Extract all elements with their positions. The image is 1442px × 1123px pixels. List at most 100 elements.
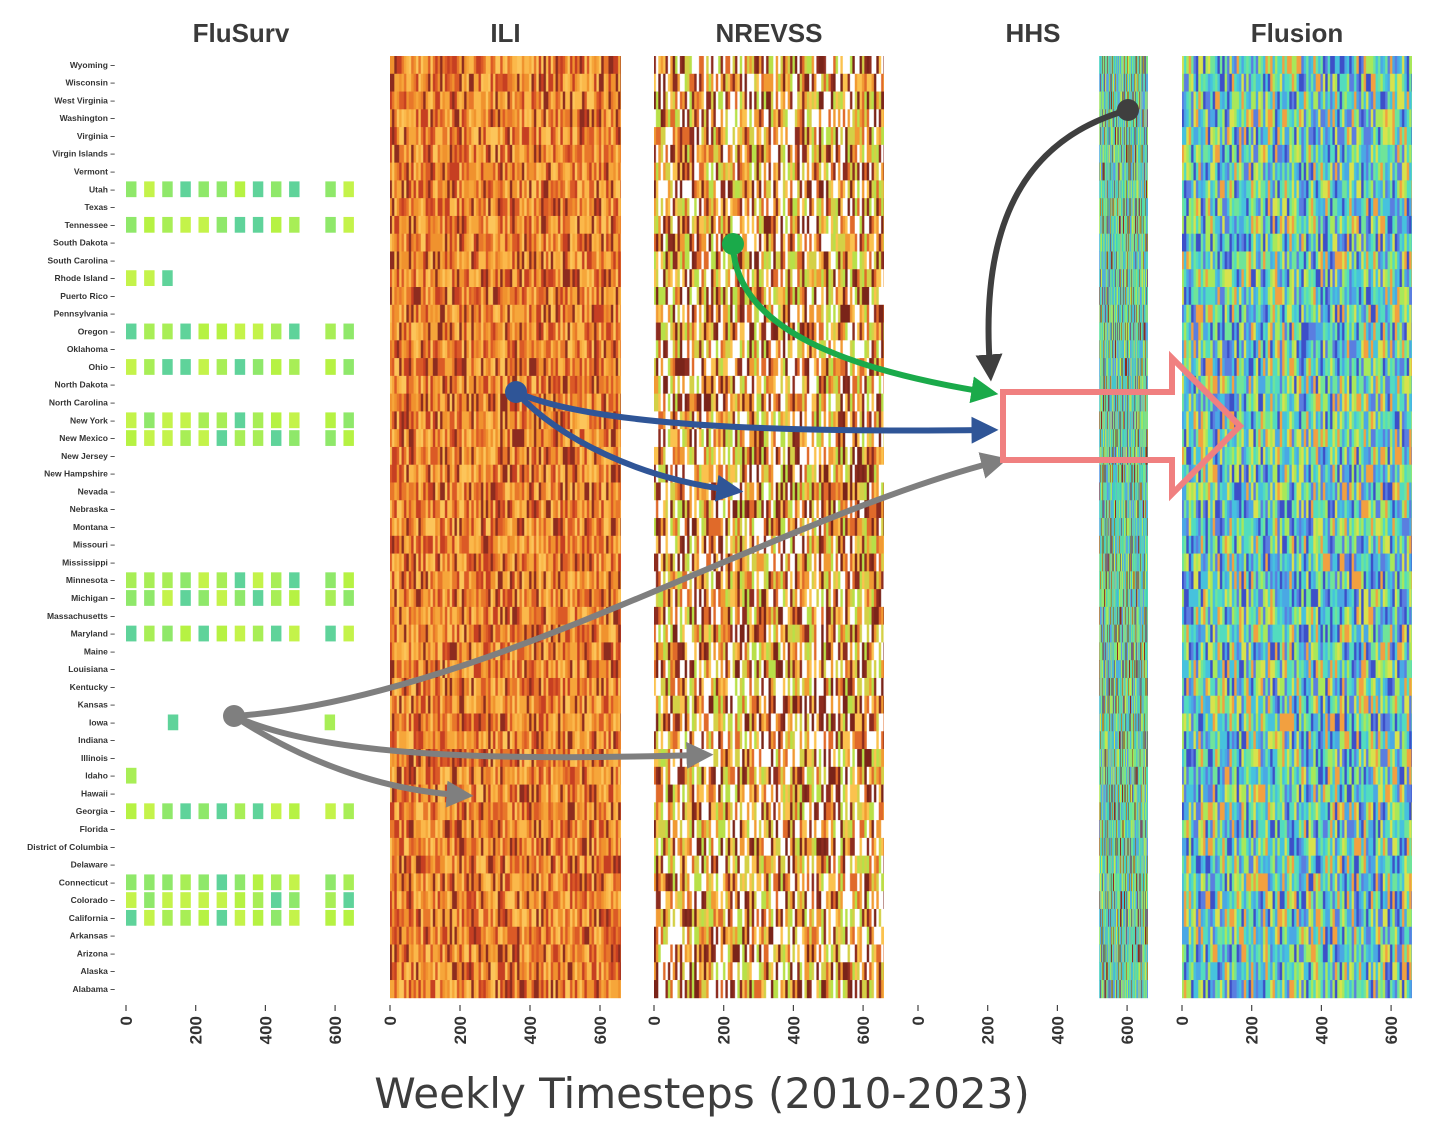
heatmap-row xyxy=(390,926,621,945)
heatmap-cell xyxy=(162,874,173,891)
heatmap-row xyxy=(1182,802,1412,821)
heatmap-cell xyxy=(343,430,354,446)
heatmap-row xyxy=(1099,677,1148,697)
heatmap-row xyxy=(1182,446,1412,466)
heatmap-cell xyxy=(325,892,336,908)
heatmap-cell xyxy=(343,803,354,820)
heatmap-row xyxy=(1182,287,1412,306)
heatmap-row xyxy=(1182,322,1412,341)
heatmap-cell xyxy=(198,181,209,198)
heatmap-row xyxy=(1182,358,1412,377)
heatmap-cell xyxy=(162,625,173,642)
heatmap-cell xyxy=(325,181,336,198)
heatmap-cell xyxy=(270,430,282,446)
flow-arrows xyxy=(223,99,1245,808)
heatmap-row xyxy=(654,713,884,732)
heatmap-cell xyxy=(343,892,354,908)
heatmap-row xyxy=(1182,198,1412,217)
heatmap-row xyxy=(1182,553,1412,572)
heatmap-row xyxy=(654,500,884,519)
heatmap-row xyxy=(1099,571,1148,590)
heatmap-row xyxy=(654,837,884,857)
x-tick-label: 600 xyxy=(1382,1016,1401,1044)
x-axes: 0 200 400 600 0 200 400 600 0 200 400 600 0 200 400 600… xyxy=(117,1005,1401,1044)
heatmap-row xyxy=(1099,500,1148,519)
heatmap-row xyxy=(1099,837,1148,857)
heatmap-row xyxy=(1182,855,1412,874)
heatmap-cell xyxy=(198,359,209,375)
heatmap-cell xyxy=(216,625,228,642)
heatmap-row xyxy=(654,251,884,270)
heatmap-row xyxy=(1182,749,1412,768)
heatmap-cell xyxy=(289,181,300,198)
heatmap-cell xyxy=(325,803,336,820)
flow-arrow xyxy=(231,452,1009,719)
flow-arrow xyxy=(231,713,714,769)
heatmap-row xyxy=(390,962,621,981)
heatmap-cell xyxy=(289,412,300,429)
heatmap-cell xyxy=(144,625,155,642)
state-label: Maine – xyxy=(84,646,115,656)
heatmap-row xyxy=(1099,482,1148,501)
heatmap-cell xyxy=(325,412,336,429)
heatmap-cell xyxy=(180,323,191,340)
heatmap-row xyxy=(390,873,621,892)
heatmap-cell xyxy=(180,803,191,820)
heatmap-row xyxy=(1182,766,1412,785)
heatmap-row xyxy=(654,144,884,164)
heatmap-cell xyxy=(162,572,173,589)
state-label: Louisiana – xyxy=(68,664,115,674)
heatmap-row xyxy=(1099,429,1148,448)
heatmap-cell xyxy=(144,359,155,375)
heatmap-row xyxy=(390,91,621,110)
panel-title: Flusion xyxy=(1251,18,1343,48)
heatmap-cell xyxy=(144,874,155,891)
heatmap-row xyxy=(1182,215,1412,235)
heatmap-row xyxy=(1099,73,1148,92)
heatmap-cell xyxy=(216,590,228,606)
heatmap-cell xyxy=(234,625,246,642)
heatmap-cell xyxy=(252,323,264,340)
heatmap-cell xyxy=(216,572,228,589)
heatmap-row xyxy=(654,766,884,785)
heatmap-row xyxy=(390,464,621,483)
heatmap-cell xyxy=(289,892,300,908)
heatmap-row xyxy=(1099,287,1148,306)
heatmap-cell xyxy=(252,590,264,606)
heatmap-cell xyxy=(270,874,282,891)
state-label: Nevada – xyxy=(78,486,116,496)
arrow-origin-dot xyxy=(505,381,527,403)
heatmap-cell xyxy=(126,270,137,287)
heatmap-cell xyxy=(180,572,191,589)
heatmap-cell xyxy=(144,892,155,908)
heatmap-row xyxy=(1182,144,1412,164)
heatmap-cell xyxy=(252,181,264,198)
x-tick-label: 0 xyxy=(645,1016,664,1025)
state-label: South Dakota – xyxy=(53,238,115,248)
heatmap-row xyxy=(1182,713,1412,732)
heatmap-row xyxy=(1182,109,1412,128)
heatmap-cell xyxy=(216,892,228,908)
heatmap-cell xyxy=(289,909,300,926)
heatmap-cell xyxy=(198,412,209,429)
heatmap-row xyxy=(390,980,621,999)
heatmap-row xyxy=(654,429,884,448)
heatmap-row xyxy=(1099,358,1148,377)
state-label: New Jersey – xyxy=(61,451,115,461)
heatmap-cell xyxy=(162,359,173,375)
heatmap-cell xyxy=(325,359,336,375)
state-label: Minnesota – xyxy=(66,575,115,585)
heatmap-row xyxy=(390,56,621,75)
heatmap-row xyxy=(1099,393,1148,412)
heatmap-row xyxy=(390,908,621,928)
arrow-origin-dot xyxy=(1117,99,1139,121)
heatmap-row xyxy=(390,375,621,395)
heatmap-row xyxy=(390,553,621,572)
state-labels: Wyoming – Wisconsin – West Virginia – Washi… xyxy=(27,60,115,994)
heatmap-row xyxy=(1099,553,1148,572)
heatmap-row xyxy=(390,820,621,839)
heatmap-row xyxy=(1182,464,1412,483)
heatmap-row xyxy=(1182,518,1412,537)
heatmap-row xyxy=(654,980,884,999)
heatmap-cell xyxy=(325,323,336,340)
